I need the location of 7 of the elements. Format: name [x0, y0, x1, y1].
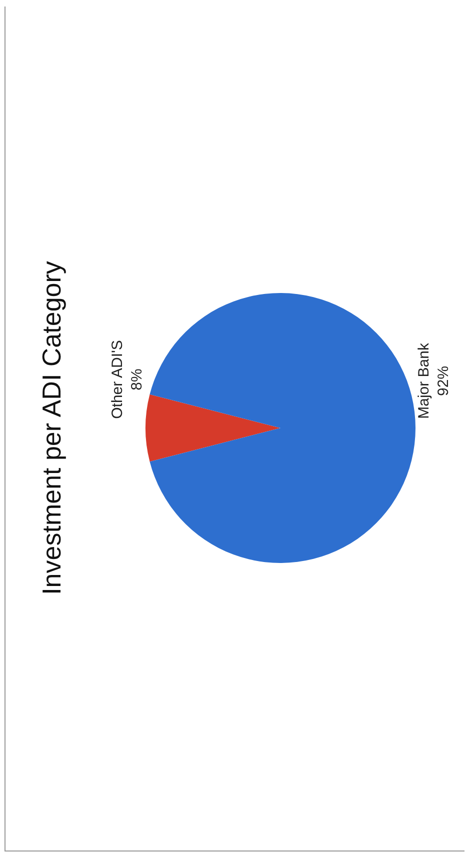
- data-label: 92%: [434, 365, 452, 396]
- slice-label: Other ADI'S: [108, 340, 126, 418]
- pie-slice: [149, 292, 415, 562]
- data-label: 8%: [128, 368, 145, 390]
- text: Investment per ADI Category: [36, 260, 66, 594]
- slice-label: Major Bank: [415, 342, 432, 418]
- pie-slice: [145, 394, 280, 462]
